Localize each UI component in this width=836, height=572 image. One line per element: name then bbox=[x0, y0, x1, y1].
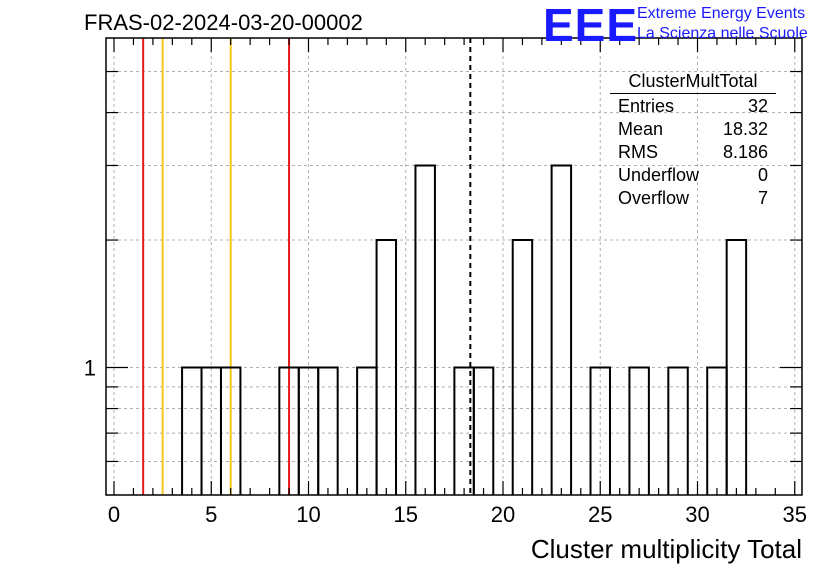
stats-label: RMS bbox=[618, 142, 658, 162]
tick-labels: 0 5 10 15 20 25 30 35 1 bbox=[84, 356, 807, 527]
histogram-bar bbox=[375, 239, 398, 495]
histogram-bar bbox=[453, 366, 475, 495]
stats-label: Mean bbox=[618, 119, 664, 139]
plot-frame bbox=[105, 37, 803, 496]
stats-row: Entries 32 bbox=[610, 95, 776, 118]
stats-row: Mean 18.32 bbox=[610, 118, 776, 141]
stats-label: Underflow bbox=[618, 165, 700, 185]
histogram-bar bbox=[706, 366, 728, 495]
x-tick-label: 5 bbox=[205, 502, 217, 527]
chart-title: FRAS-02-2024-03-20-00002 bbox=[84, 10, 363, 35]
x-tick-label: 30 bbox=[685, 502, 709, 527]
histogram-bar bbox=[511, 239, 534, 495]
stats-row: Underflow 0 bbox=[610, 164, 776, 187]
stats-label: Overflow bbox=[618, 188, 690, 208]
stats-row: Overflow 7 bbox=[610, 187, 776, 210]
stats-value: 8.186 bbox=[722, 142, 768, 162]
stats-box: ClusterMultTotal Entries 32 Mean 18.32 RMS 8.… bbox=[610, 71, 776, 210]
histogram-bars bbox=[181, 164, 748, 495]
logo-caption: Extreme Energy Events La Scienza nelle S… bbox=[637, 4, 808, 44]
eee-logo: EEE bbox=[543, 0, 639, 51]
x-tick-label: 25 bbox=[588, 502, 612, 527]
histogram-bar bbox=[317, 366, 339, 495]
histogram-bar bbox=[628, 366, 650, 495]
stats-row: RMS 8.186 bbox=[610, 141, 776, 164]
logo-line-2: La Scienza nelle Scuole bbox=[637, 25, 808, 42]
histogram-bar bbox=[219, 366, 242, 495]
y-tick-label: 1 bbox=[84, 356, 96, 381]
x-tick-label: 10 bbox=[296, 502, 320, 527]
histogram-bar bbox=[589, 366, 611, 495]
axes bbox=[105, 37, 803, 496]
marker-lines bbox=[142, 38, 472, 495]
x-axis-title: Cluster multiplicity Total bbox=[530, 534, 802, 564]
x-tick-label: 20 bbox=[491, 502, 515, 527]
stats-value: 18.32 bbox=[722, 119, 768, 139]
stats-rows: Entries 32 Mean 18.32 RMS 8.186 Underflow 0 Over… bbox=[610, 95, 776, 210]
logo-line-1: Extreme Energy Events bbox=[637, 5, 806, 22]
histogram-bar bbox=[550, 164, 573, 495]
x-tick-label: 15 bbox=[394, 502, 418, 527]
histogram-bar bbox=[414, 164, 436, 495]
x-tick-label: 0 bbox=[108, 502, 120, 527]
stats-value: 32 bbox=[747, 96, 768, 116]
x-tick-label: 35 bbox=[783, 502, 807, 527]
stats-value: 0 bbox=[757, 165, 768, 185]
stats-value: 7 bbox=[757, 188, 768, 208]
stats-title: ClusterMultTotal bbox=[610, 71, 776, 94]
histogram-bar bbox=[725, 239, 748, 495]
stats-label: Entries bbox=[618, 96, 675, 116]
histogram-bar bbox=[667, 366, 689, 495]
histogram-bar bbox=[472, 366, 495, 495]
